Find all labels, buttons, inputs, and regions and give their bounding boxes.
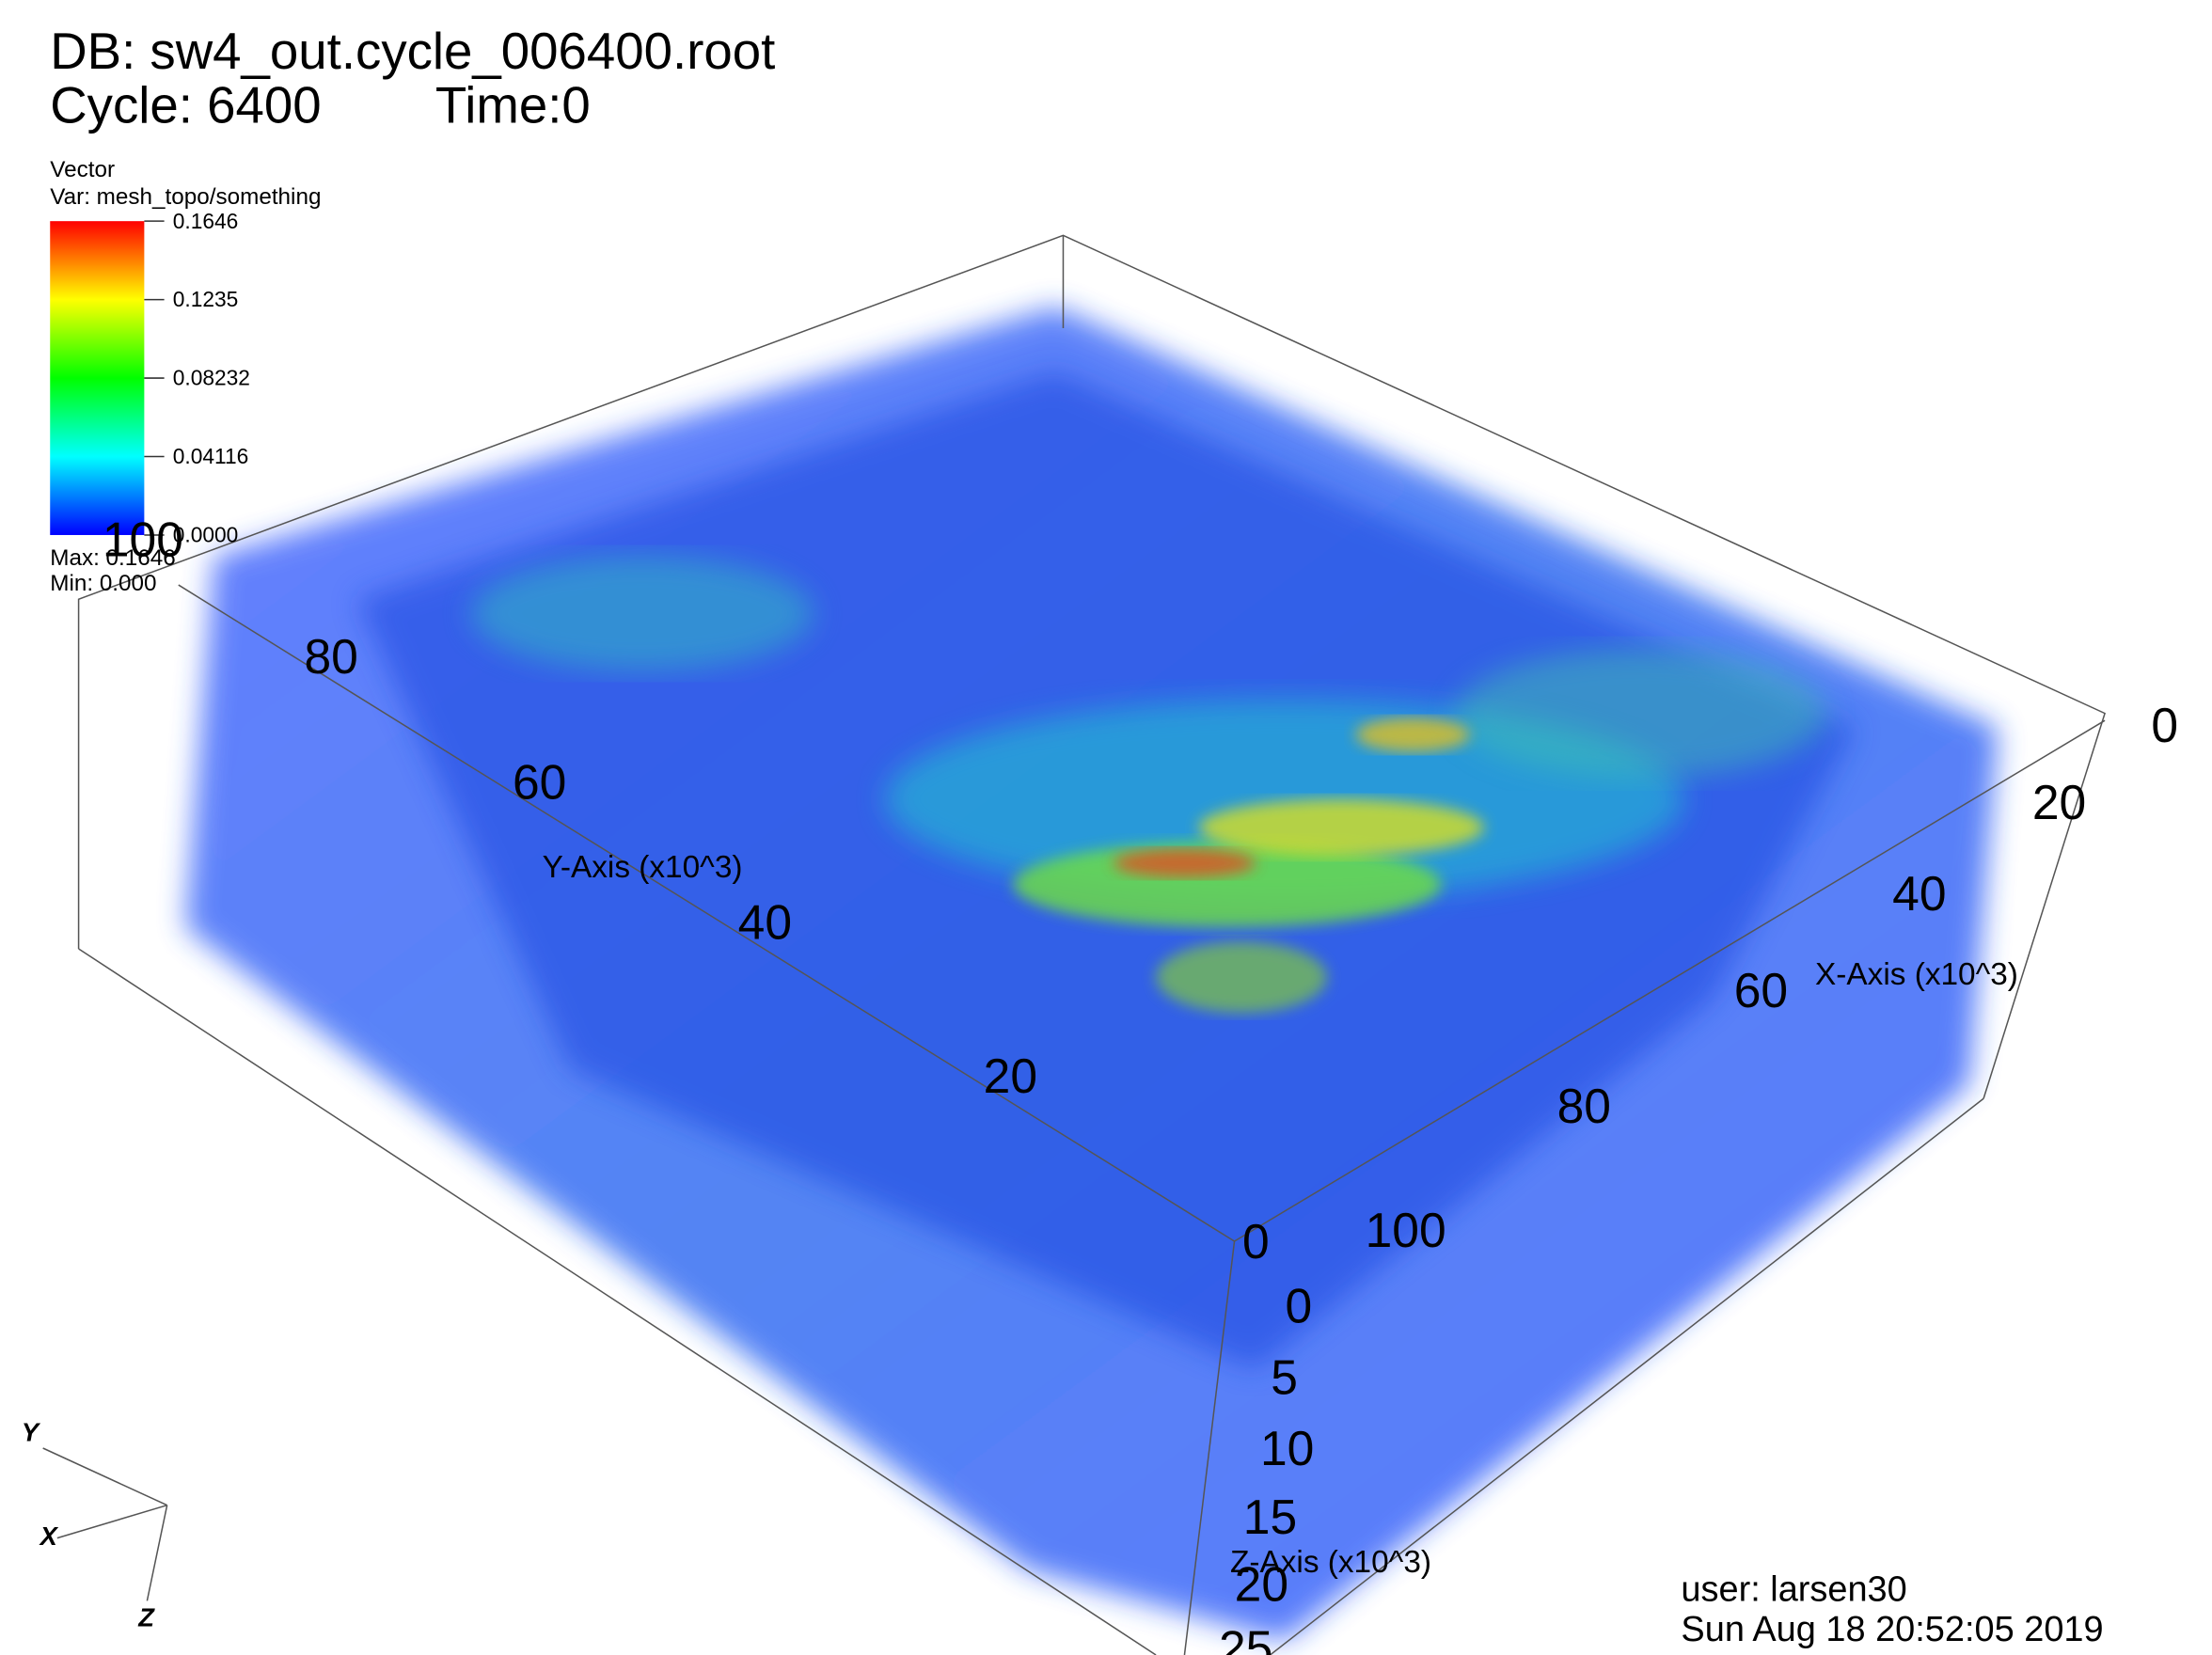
y-axis-label: Y-Axis (x10^3) [543,850,743,885]
legend-tick-label: 0.0000 [173,523,239,547]
y-tick-label: 40 [738,894,792,949]
legend-title: Vector [50,157,115,182]
axes-triad: Y X Z [22,1417,168,1632]
x-tick-label: 40 [1892,866,1946,921]
user: user: larsen30 [1681,1569,1906,1609]
y-tick-label: 0 [1242,1214,1270,1269]
z-axis-label: Z-Axis (x10^3) [1230,1545,1431,1580]
triad-y: Y [22,1417,41,1446]
legend-tick-label: 0.04116 [173,444,249,468]
date: Sun Aug 18 20:52:05 2019 [1681,1610,2103,1649]
z-tick-label: 25 [1219,1621,1272,1655]
bounding-box [77,234,2106,1655]
legend-min: Min: 0.000 [50,571,156,596]
triad-x: X [39,1521,59,1551]
y-tick-label: 100 [103,512,183,567]
legend-var: Var: mesh_topo/something [50,184,321,210]
x-tick-label: 20 [2032,775,2086,829]
x-axis-label: X-Axis (x10^3) [1815,957,2018,992]
x-tick-label: 60 [1734,963,1788,1017]
cycle: Cycle: 6400 [50,76,321,134]
legend-tick-label: 0.1235 [173,287,239,311]
triad-z: Z [137,1603,155,1632]
y-tick-label: 60 [513,755,566,810]
time: Time:0 [435,76,591,134]
db-name: DB: sw4_out.cycle_006400.root [50,23,775,80]
x-tick-label: 100 [1366,1203,1446,1257]
x-tick-label: 0 [2151,698,2178,752]
legend-tick-label: 0.1646 [173,209,239,233]
vector-volume [185,307,1999,1641]
z-tick-label: 10 [1260,1421,1314,1475]
legend-max: Max: 0.1646 [50,545,176,571]
y-tick-label: 20 [984,1048,1037,1103]
z-tick-label: 20 [1235,1556,1288,1611]
z-tick-label: 5 [1271,1349,1298,1404]
z-tick-label: 0 [1285,1278,1312,1332]
x-tick-label: 80 [1557,1079,1611,1133]
z-tick-label: 15 [1243,1490,1297,1544]
y-tick-label: 80 [304,629,357,684]
legend-tick-label: 0.08232 [173,366,250,390]
color-bar [50,221,145,535]
